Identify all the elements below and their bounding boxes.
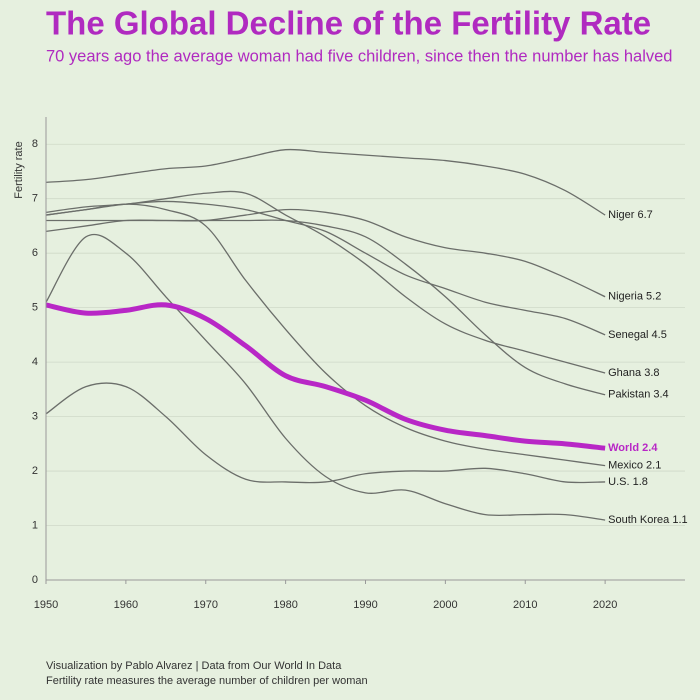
x-tick-label: 1960	[114, 599, 138, 611]
series-label: Niger 6.7	[608, 209, 653, 221]
chart-title: The Global Decline of the Fertility Rate	[46, 5, 651, 42]
y-tick-label: 6	[32, 247, 38, 259]
series-label: Nigeria 5.2	[608, 291, 661, 303]
y-tick-label: 0	[32, 574, 38, 586]
x-tick-label: 2020	[593, 599, 617, 611]
x-tick-label: 1950	[34, 599, 58, 611]
x-tick-label: 1970	[194, 599, 218, 611]
source: Visualization by Pablo Alvarez | Data fr…	[46, 660, 342, 672]
y-tick-label: 3	[32, 410, 38, 422]
series-label: World 2.4	[608, 442, 658, 454]
y-tick-label: 8	[32, 138, 38, 150]
note: Fertility rate measures the average numb…	[46, 675, 368, 687]
y-tick-label: 4	[32, 356, 38, 368]
series-label: Ghana 3.8	[608, 367, 659, 379]
chart-subtitle: 70 years ago the average woman had five …	[46, 47, 672, 65]
x-tick-label: 2010	[513, 599, 537, 611]
y-tick-label: 7	[32, 193, 38, 205]
x-tick-label: 1990	[353, 599, 377, 611]
series-label: South Korea 1.1	[608, 514, 688, 526]
x-tick-label: 2000	[433, 599, 457, 611]
series-line	[45, 233, 606, 521]
series-label: U.S. 1.8	[608, 476, 648, 488]
y-tick-label: 5	[32, 302, 38, 314]
series-line	[45, 382, 606, 484]
x-tick-label: 1980	[273, 599, 297, 611]
y-tick-label: 1	[32, 519, 38, 531]
series-line	[45, 203, 606, 467]
y-tick-label: 2	[32, 465, 38, 477]
series-label: Senegal 4.5	[608, 329, 667, 341]
series-line	[45, 190, 606, 374]
series-line	[45, 148, 606, 216]
lines	[45, 148, 606, 521]
highlight-line	[45, 302, 606, 451]
series-label: Pakistan 3.4	[608, 389, 669, 401]
y-axis-label: Fertility rate	[13, 141, 25, 198]
series-label: Mexico 2.1	[608, 460, 661, 472]
series-line	[45, 219, 606, 396]
